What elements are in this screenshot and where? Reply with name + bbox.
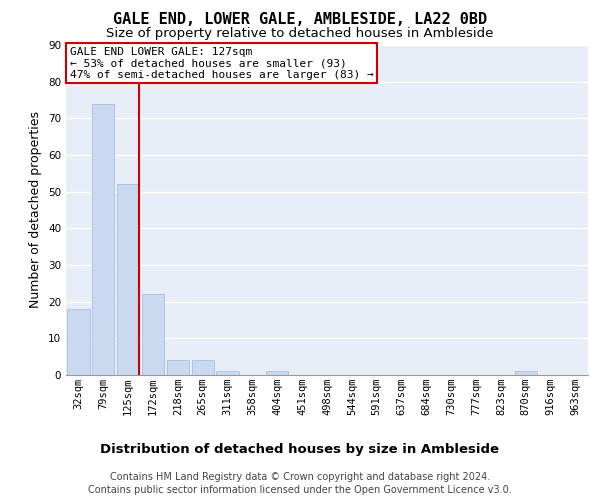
Bar — [167, 360, 189, 375]
Bar — [217, 372, 239, 375]
Text: GALE END LOWER GALE: 127sqm
← 53% of detached houses are smaller (93)
47% of sem: GALE END LOWER GALE: 127sqm ← 53% of det… — [70, 47, 373, 80]
Text: Contains HM Land Registry data © Crown copyright and database right 2024.: Contains HM Land Registry data © Crown c… — [110, 472, 490, 482]
Bar — [117, 184, 139, 375]
Bar — [266, 372, 289, 375]
Text: Distribution of detached houses by size in Ambleside: Distribution of detached houses by size … — [101, 442, 499, 456]
Bar — [92, 104, 115, 375]
Text: Contains public sector information licensed under the Open Government Licence v3: Contains public sector information licen… — [88, 485, 512, 495]
Bar — [515, 372, 537, 375]
Text: GALE END, LOWER GALE, AMBLESIDE, LA22 0BD: GALE END, LOWER GALE, AMBLESIDE, LA22 0B… — [113, 12, 487, 28]
Bar — [142, 294, 164, 375]
Text: Size of property relative to detached houses in Ambleside: Size of property relative to detached ho… — [106, 28, 494, 40]
Bar — [67, 309, 89, 375]
Bar — [191, 360, 214, 375]
Y-axis label: Number of detached properties: Number of detached properties — [29, 112, 43, 308]
